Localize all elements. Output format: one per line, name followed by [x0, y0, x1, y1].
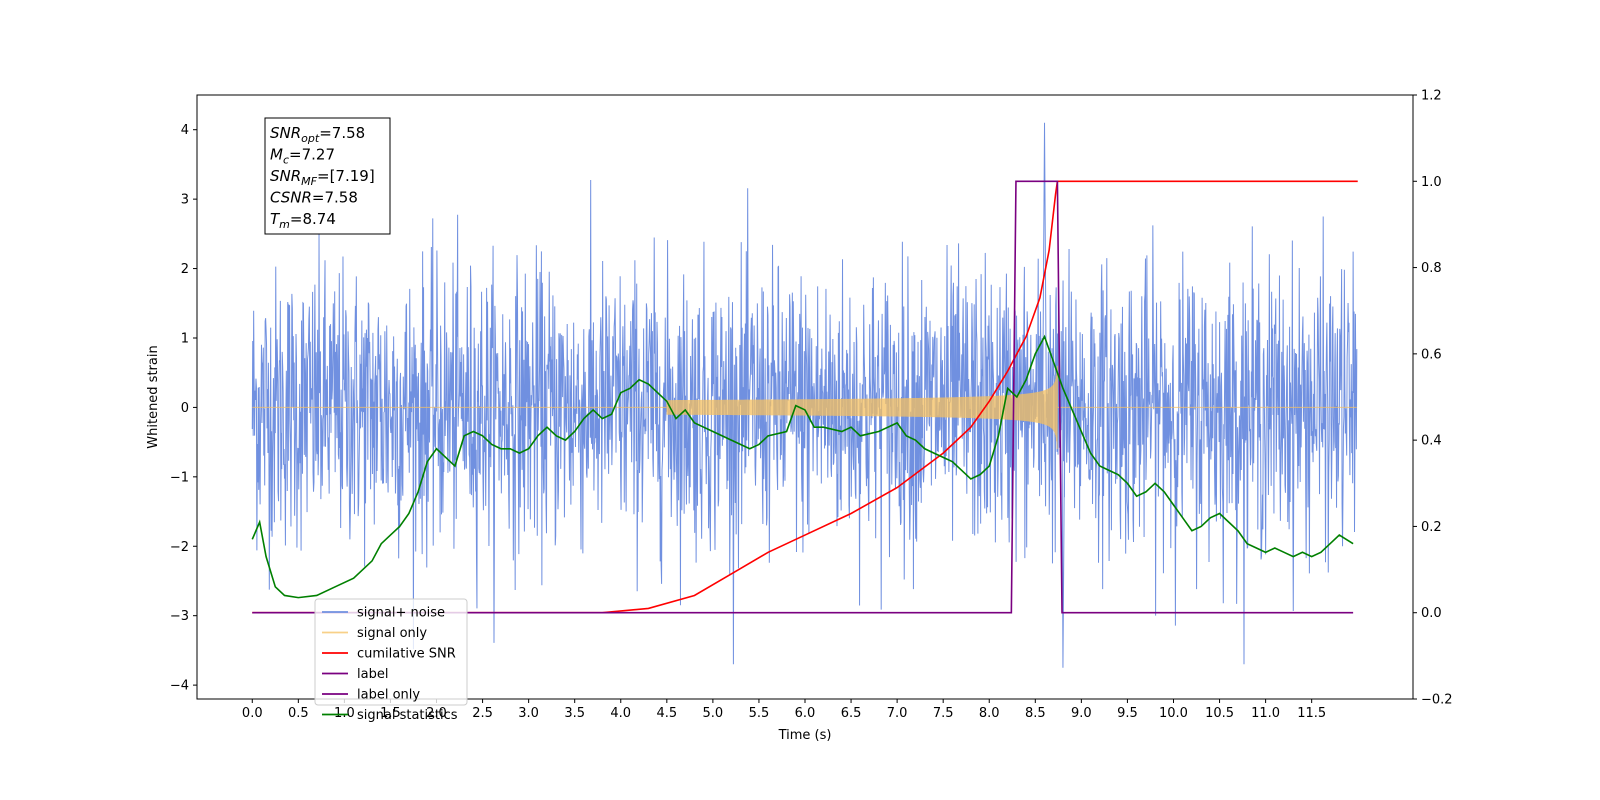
y-tick-label: −2 [170, 540, 189, 555]
y-right-tick-label: 1.0 [1421, 175, 1442, 190]
x-tick-label: 9.0 [1071, 706, 1092, 721]
y-right-tick-label: 0.4 [1421, 434, 1442, 449]
legend-item: signal only [322, 626, 427, 641]
y-right-tick-label: 1.2 [1421, 89, 1442, 104]
y-tick-label: −3 [170, 609, 189, 624]
x-axis: 0.0 0.5 1.0 1.5 2.0 2.5 3.0 3.5 4.0 4.5 5.0 5.5 6.0 6… [242, 699, 1326, 721]
y-right-tick-label: −0.2 [1421, 693, 1453, 708]
x-tick-label: 8.0 [979, 706, 1000, 721]
x-tick-label: 3.5 [564, 706, 585, 721]
x-tick-label: 11.5 [1297, 706, 1326, 721]
x-tick-label: 6.0 [795, 706, 816, 721]
x-tick-label: 10.0 [1159, 706, 1188, 721]
info-box-frame [264, 117, 391, 235]
info-line: Tm=8.74 [270, 210, 336, 231]
legend-frame [314, 598, 468, 706]
legend-item: signal+ noise [322, 606, 445, 621]
info-line: SNRopt=7.58 [270, 124, 365, 145]
legend-label: label only [357, 688, 420, 703]
y-tick-label: 0 [181, 401, 189, 416]
x-tick-label: 7.5 [933, 706, 954, 721]
y-axis-left: −4 −3 −2 −1 0 1 2 3 4 [170, 123, 197, 694]
series-cumulative-snr [252, 180, 1358, 614]
series-signal-noise [251, 122, 1358, 668]
legend-label: signal only [357, 626, 427, 641]
x-tick-label: 1.0 [334, 706, 355, 721]
y-right-tick-label: 0.0 [1421, 606, 1442, 621]
info-line: SNRMF=[7.19] [270, 167, 375, 188]
legend-item: signal statistics [322, 708, 458, 723]
y-tick-label: 1 [181, 331, 189, 346]
x-tick-label: 0.5 [288, 706, 309, 721]
legend-item: label [322, 667, 388, 682]
x-tick-label: 7.0 [887, 706, 908, 721]
x-tick-label: 2.0 [426, 706, 447, 721]
plot-area [251, 122, 1358, 668]
legend-item: label only [322, 688, 420, 703]
x-tick-label: 6.5 [841, 706, 862, 721]
x-tick-label: 11.0 [1251, 706, 1280, 721]
y-right-tick-label: 0.6 [1421, 347, 1442, 362]
y-tick-label: 4 [181, 123, 189, 138]
legend-label: signal+ noise [357, 606, 445, 621]
y-tick-label: −1 [170, 470, 189, 485]
legend: signal+ noise signal only cumilative SNR la… [314, 598, 468, 723]
x-tick-label: 10.5 [1205, 706, 1234, 721]
x-tick-label: 2.5 [472, 706, 493, 721]
x-tick-label: 5.0 [703, 706, 724, 721]
legend-item: cumilative SNR [322, 647, 456, 662]
y-axis-right: −0.2 0.0 0.2 0.4 0.6 0.8 1.0 1.2 [1413, 89, 1453, 708]
y-tick-label: 3 [181, 193, 189, 208]
legend-label: cumilative SNR [357, 647, 456, 662]
y-tick-label: 2 [181, 262, 189, 277]
info-line: Mc=7.27 [270, 146, 335, 167]
x-tick-label: 0.0 [242, 706, 263, 721]
x-axis-label: Time (s) [778, 728, 832, 743]
x-tick-label: 1.5 [380, 706, 401, 721]
x-tick-label: 3.0 [518, 706, 539, 721]
x-tick-label: 8.5 [1025, 706, 1046, 721]
y-tick-label: −4 [170, 679, 189, 694]
x-tick-label: 9.5 [1117, 706, 1138, 721]
x-tick-label: 4.0 [610, 706, 631, 721]
info-line: CSNR=7.58 [270, 189, 358, 207]
y-axis-label: Whitened strain [146, 345, 161, 448]
legend-label: signal statistics [357, 708, 458, 723]
series-label [252, 180, 1354, 614]
x-tick-label: 4.5 [656, 706, 677, 721]
x-tick-label: 5.5 [749, 706, 770, 721]
y-right-tick-label: 0.8 [1421, 261, 1442, 276]
legend-label: label [357, 667, 388, 682]
y-right-tick-label: 0.2 [1421, 520, 1442, 535]
series-signal-statistics [251, 334, 1354, 599]
